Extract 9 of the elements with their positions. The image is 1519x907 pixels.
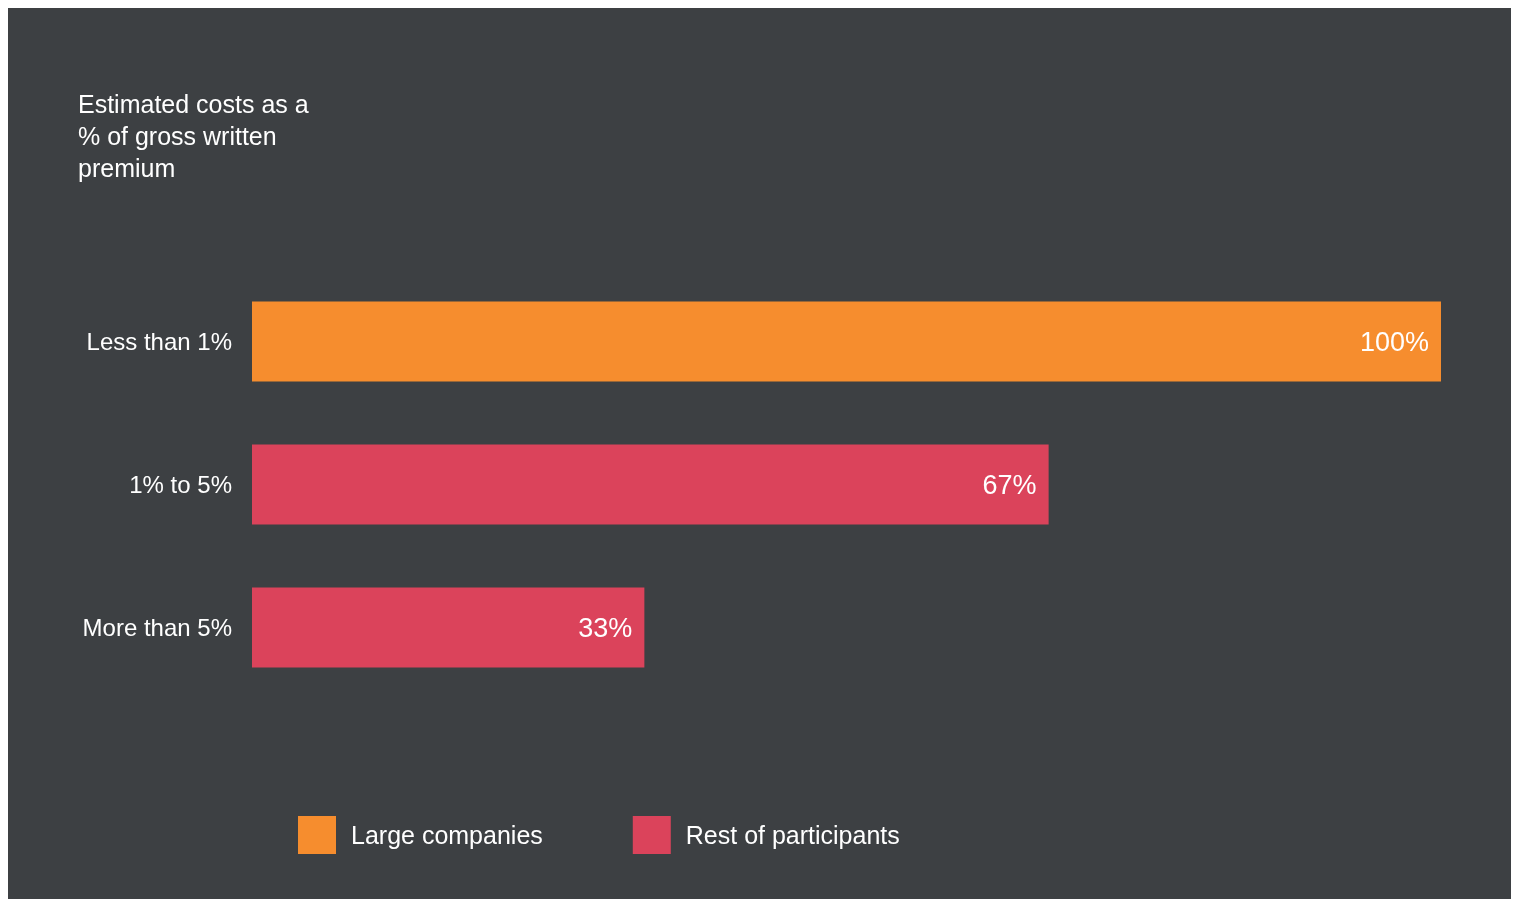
data-label: 33% <box>578 612 633 643</box>
data-label: 67% <box>982 469 1037 500</box>
y-tick-label: More than 5% <box>82 614 232 641</box>
chart-title: Estimated costs as a % of gross written premium <box>78 90 316 182</box>
y-tick-label: Less than 1% <box>86 328 232 355</box>
data-label: 100% <box>1359 326 1429 357</box>
y-tick-label: 1% to 5% <box>129 471 232 498</box>
legend-label: Rest of participants <box>685 821 900 849</box>
legend-label: Large companies <box>351 821 543 849</box>
